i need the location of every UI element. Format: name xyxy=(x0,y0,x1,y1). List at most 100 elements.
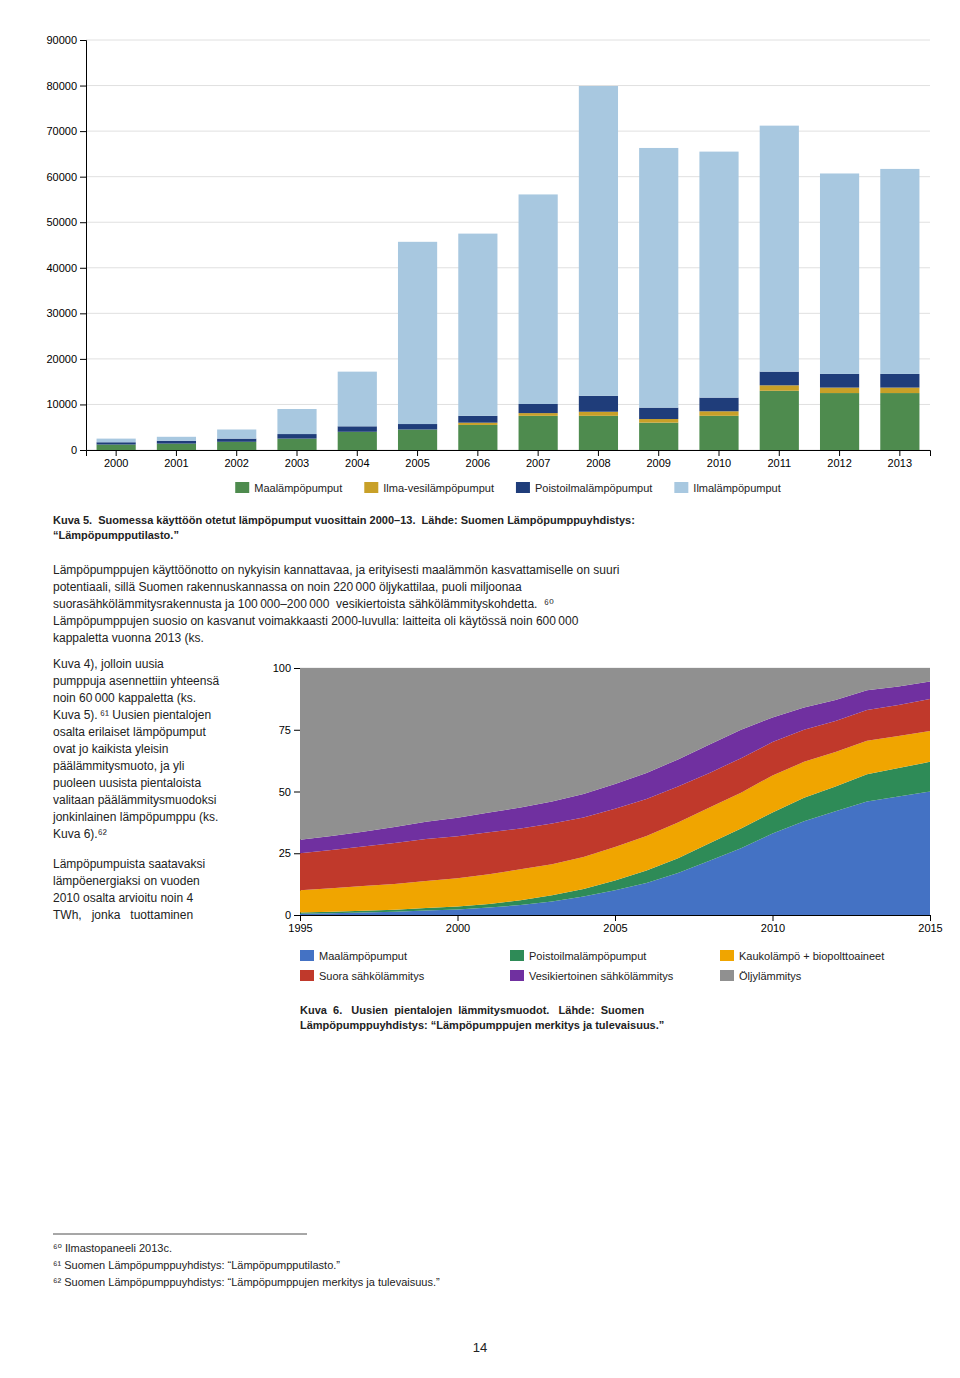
x-tick: 2003 xyxy=(285,450,309,469)
grid xyxy=(300,668,930,915)
bar-series xyxy=(97,86,920,442)
y-tick: 10000 xyxy=(46,398,86,410)
x-tick-label: 2010 xyxy=(707,457,731,469)
grid-line xyxy=(86,85,930,86)
y-tick: 0 xyxy=(71,444,86,456)
y-tick-label: 60000 xyxy=(46,171,77,183)
y-tick: 30000 xyxy=(46,307,86,319)
plot-area xyxy=(300,668,930,915)
x-tick: 2005 xyxy=(405,450,429,469)
left-column-text-line: noin 60 000 kappaletta (ks. xyxy=(53,691,196,705)
page: 0100002000030000400005000060000700008000… xyxy=(0,0,960,1378)
x-tick: 2011 xyxy=(767,450,791,469)
legend-label: Ilmalämpöpumput xyxy=(693,482,780,494)
bar xyxy=(458,234,497,416)
body-paragraph-line: Lämpöpumppujen käyttöönotto on nykyisin … xyxy=(53,563,619,577)
legend-swatch xyxy=(235,482,249,493)
footnotes: ⁶⁰ Ilmastopaneeli 2013c.⁶¹ Suomen Lämpöp… xyxy=(53,1242,440,1288)
grid-line xyxy=(86,358,930,359)
x-tick: 2010 xyxy=(761,915,785,934)
legend-swatch xyxy=(510,970,524,981)
y-tick-label: 10000 xyxy=(46,398,77,410)
legend-label: Poistoilmalämpöpumput xyxy=(535,482,652,494)
bar xyxy=(519,404,558,413)
y-tick-mark xyxy=(80,359,86,360)
bar xyxy=(579,412,618,416)
left-column-text-line: TWh, jonka tuottaminen xyxy=(53,908,193,922)
y-tick: 0 xyxy=(285,909,300,921)
bar xyxy=(820,393,859,450)
bar xyxy=(338,432,377,450)
legend-swatch xyxy=(300,970,314,981)
body-paragraph-line: kappaletta vuonna 2013 (ks. xyxy=(53,631,204,645)
x-tick-label: 2006 xyxy=(466,457,490,469)
y-axis: 0100002000030000400005000060000700008000… xyxy=(46,34,86,456)
y-tick-label: 25 xyxy=(279,847,291,859)
bar xyxy=(699,152,738,398)
grid-line xyxy=(86,40,930,41)
bar xyxy=(398,430,437,451)
y-tick: 80000 xyxy=(46,80,86,92)
legend-item: Poistoilmalämpöpumput xyxy=(516,482,652,494)
y-tick-label: 30000 xyxy=(46,307,77,319)
x-tick: 2004 xyxy=(345,450,369,469)
y-tick: 50 xyxy=(279,786,300,798)
legend: MaalämpöpumputPoistoilmalämpöpumputKauko… xyxy=(300,950,884,982)
bar xyxy=(97,445,136,450)
left-column-text-line: jonkinlainen lämpöpumppu (ks. xyxy=(52,810,218,824)
left-column-text-line: Kuva 4), jolloin uusia xyxy=(53,657,164,671)
x-axis: 2000200120022003200420052006200720082009… xyxy=(87,450,931,469)
caption-line: Lämpöpumppuyhdistys: “Lämpöpumppujen mer… xyxy=(300,1019,664,1031)
x-tick-mark xyxy=(779,450,780,456)
bar xyxy=(880,393,919,450)
caption-line: Kuva 5. Suomessa käyttöön otetut lämpöpu… xyxy=(53,514,635,526)
left-column-text-line: puoleen uusista pientaloista xyxy=(53,776,201,790)
left-column-text-line: päälämmitysmuoto, ja yli xyxy=(53,759,184,773)
x-tick-label: 2003 xyxy=(285,457,309,469)
grid-line xyxy=(86,131,930,132)
legend-item: Ilma-vesilämpöpumput xyxy=(364,482,494,494)
x-tick: 2001 xyxy=(164,450,188,469)
bar xyxy=(760,391,799,450)
y-tick-mark xyxy=(294,668,300,669)
left-column-text-line: Lämpöpumpuista saatavaksi xyxy=(53,857,205,871)
y-axis-line xyxy=(294,669,301,916)
body-paragraph-line: suorasähkölämmitysrakennusta ja 100 000–… xyxy=(53,597,554,611)
y-tick-mark xyxy=(80,404,86,405)
left-column-text: Lämpöpumpuista saatavaksilämpöenergiaksi… xyxy=(53,857,205,922)
bar xyxy=(277,434,316,439)
grid-line xyxy=(86,404,930,405)
caption: Kuva 5. Suomessa käyttöön otetut lämpöpu… xyxy=(53,514,635,541)
y-tick-label: 50 xyxy=(279,786,291,798)
legend: MaalämpöpumputIlma-vesilämpöpumputPoisto… xyxy=(235,482,781,494)
x-tick-mark xyxy=(176,450,177,456)
x-tick-mark xyxy=(458,915,459,921)
bar xyxy=(217,439,256,442)
y-tick: 70000 xyxy=(46,125,86,137)
bar xyxy=(880,374,919,388)
y-axis-line xyxy=(80,41,87,451)
y-tick: 40000 xyxy=(46,262,86,274)
x-tick: 2015 xyxy=(918,915,942,934)
footnotes-line: ⁶¹ Suomen Lämpöpumppuyhdistys: “Lämpöpum… xyxy=(53,1259,340,1271)
bar xyxy=(699,416,738,450)
bar xyxy=(97,442,136,444)
bar xyxy=(458,423,497,425)
x-tick-mark xyxy=(116,450,117,456)
x-tick-label: 2015 xyxy=(918,922,942,934)
x-tick-label: 2004 xyxy=(345,457,369,469)
y-tick-mark xyxy=(80,268,86,269)
x-tick-mark xyxy=(236,450,237,456)
footnote-rule xyxy=(53,1234,307,1235)
x-tick: 1995 xyxy=(288,915,312,934)
x-tick-mark xyxy=(538,450,539,456)
left-column-text-line: valitaan päälämmitysmuodoksi xyxy=(53,793,216,807)
caption: Kuva 6. Uusien pientalojen lämmitysmuodo… xyxy=(300,1004,664,1031)
page-number: 14 xyxy=(473,1340,487,1355)
bar xyxy=(277,439,316,450)
bar xyxy=(880,388,919,393)
x-axis-line xyxy=(301,916,931,922)
chart: 025507510019952000200520102015Maalämpöpu… xyxy=(53,662,943,1355)
y-tick-label: 100 xyxy=(273,662,291,674)
x-tick-label: 2005 xyxy=(405,457,429,469)
